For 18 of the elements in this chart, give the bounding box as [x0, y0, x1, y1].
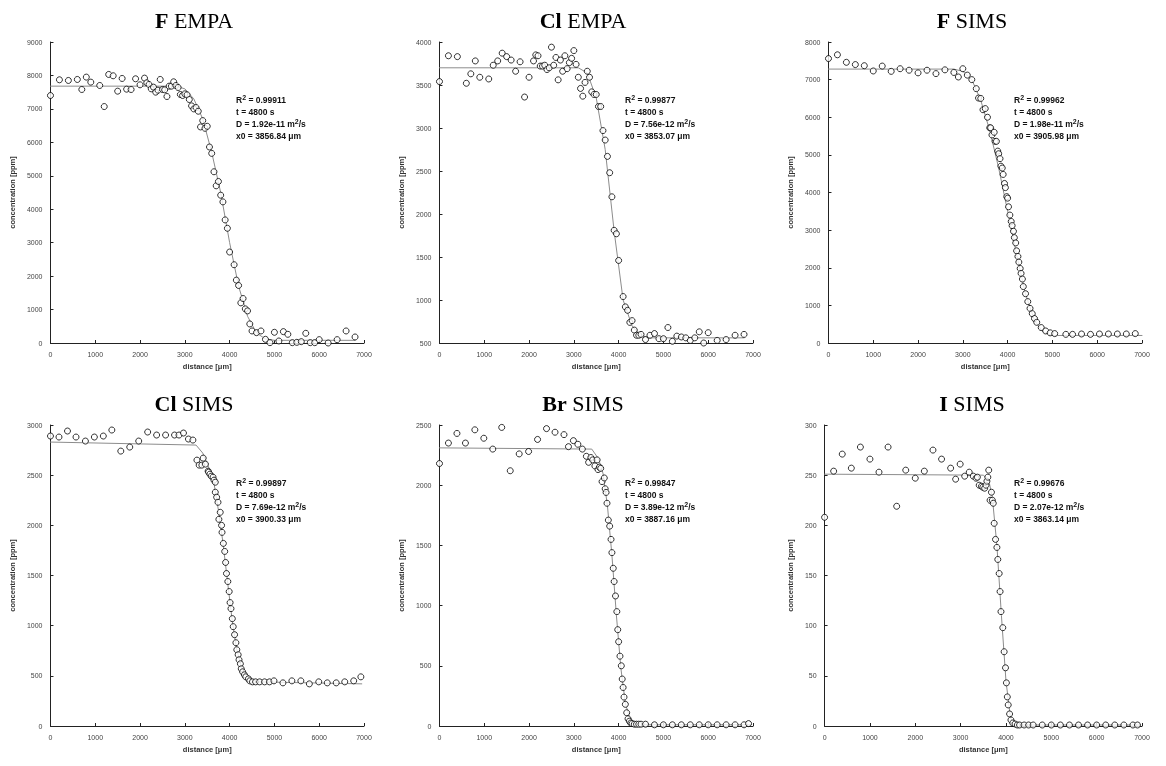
annotation: x0 = 3856.84 μm: [236, 131, 302, 141]
annotation: t = 4800 s: [625, 490, 664, 500]
annotation: t = 4800 s: [1014, 490, 1053, 500]
annotation: t = 4800 s: [236, 490, 275, 500]
chart-title: Cl EMPA: [539, 7, 627, 33]
annotation: x0 = 3900.33 μm: [236, 514, 302, 524]
annotation: x0 = 3905.98 μm: [1014, 131, 1080, 141]
annotation: x0 = 3853.07 μm: [625, 131, 691, 141]
chart-title: Cl SIMS: [154, 390, 234, 416]
chart-title: Br SIMS: [542, 390, 624, 416]
chart-title: I SIMS: [939, 390, 1005, 416]
annotation: t = 4800 s: [625, 107, 664, 117]
annotation: t = 4800 s: [1014, 107, 1053, 117]
annotation: t = 4800 s: [236, 107, 275, 117]
annotation: x0 = 3887.16 μm: [625, 514, 691, 524]
annotation: x0 = 3863.14 μm: [1014, 514, 1080, 524]
chart-title: F EMPA: [154, 7, 234, 33]
chart-title: F SIMS: [936, 7, 1008, 33]
